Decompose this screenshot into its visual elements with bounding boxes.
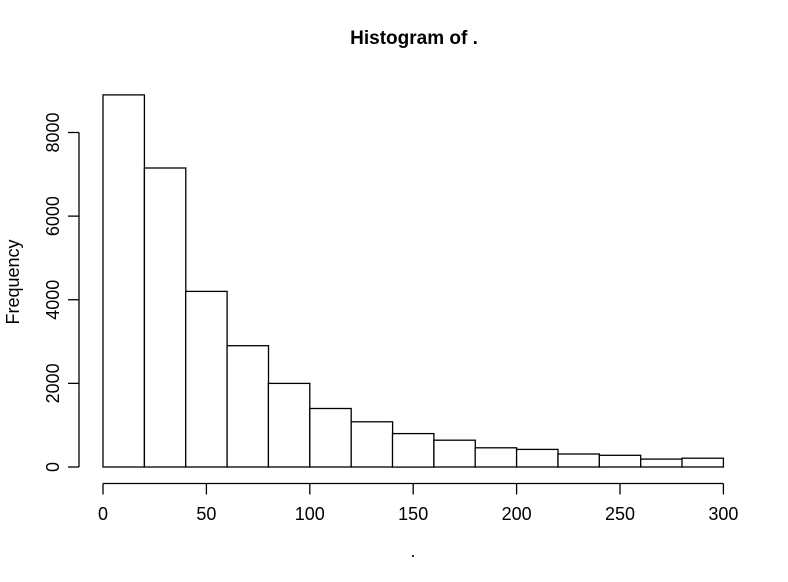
x-tick-label: 150 xyxy=(398,504,428,524)
histogram-bar xyxy=(391,432,435,468)
x-tick-label: 50 xyxy=(196,504,216,524)
y-tick-label: 4000 xyxy=(43,280,63,320)
histogram-bar xyxy=(681,457,725,468)
histogram-bar xyxy=(226,345,270,468)
y-axis-label: Frequency xyxy=(3,239,23,324)
histogram-bar xyxy=(433,439,476,468)
y-tick-label: 6000 xyxy=(43,196,63,236)
bars-group xyxy=(102,94,725,468)
x-axis-label: . xyxy=(410,541,415,561)
x-tick-label: 250 xyxy=(605,504,635,524)
histogram-bar xyxy=(143,167,187,468)
histogram-bar xyxy=(185,290,228,468)
histogram-bar xyxy=(640,458,683,468)
x-tick-label: 300 xyxy=(708,504,738,524)
histogram-bar xyxy=(102,94,146,468)
x-tick-label: 100 xyxy=(295,504,325,524)
x-tick-label: 200 xyxy=(502,504,532,524)
x-tick-label: 0 xyxy=(98,504,108,524)
histogram-bar xyxy=(598,454,642,468)
chart-title: Histogram of . xyxy=(350,28,478,49)
histogram-bar xyxy=(474,447,518,468)
histogram-bar xyxy=(557,453,601,468)
histogram-bar xyxy=(515,448,559,468)
histogram-bar xyxy=(267,382,311,468)
y-tick-label: 8000 xyxy=(43,112,63,152)
y-tick-label: 2000 xyxy=(43,363,63,403)
histogram-bar xyxy=(350,421,394,468)
histogram-bar xyxy=(309,407,352,468)
y-tick-label: 0 xyxy=(43,462,63,472)
axes-group: 0 2000 4000 6000 8000 0 50 100 150 200 250 300 xyxy=(43,112,738,524)
